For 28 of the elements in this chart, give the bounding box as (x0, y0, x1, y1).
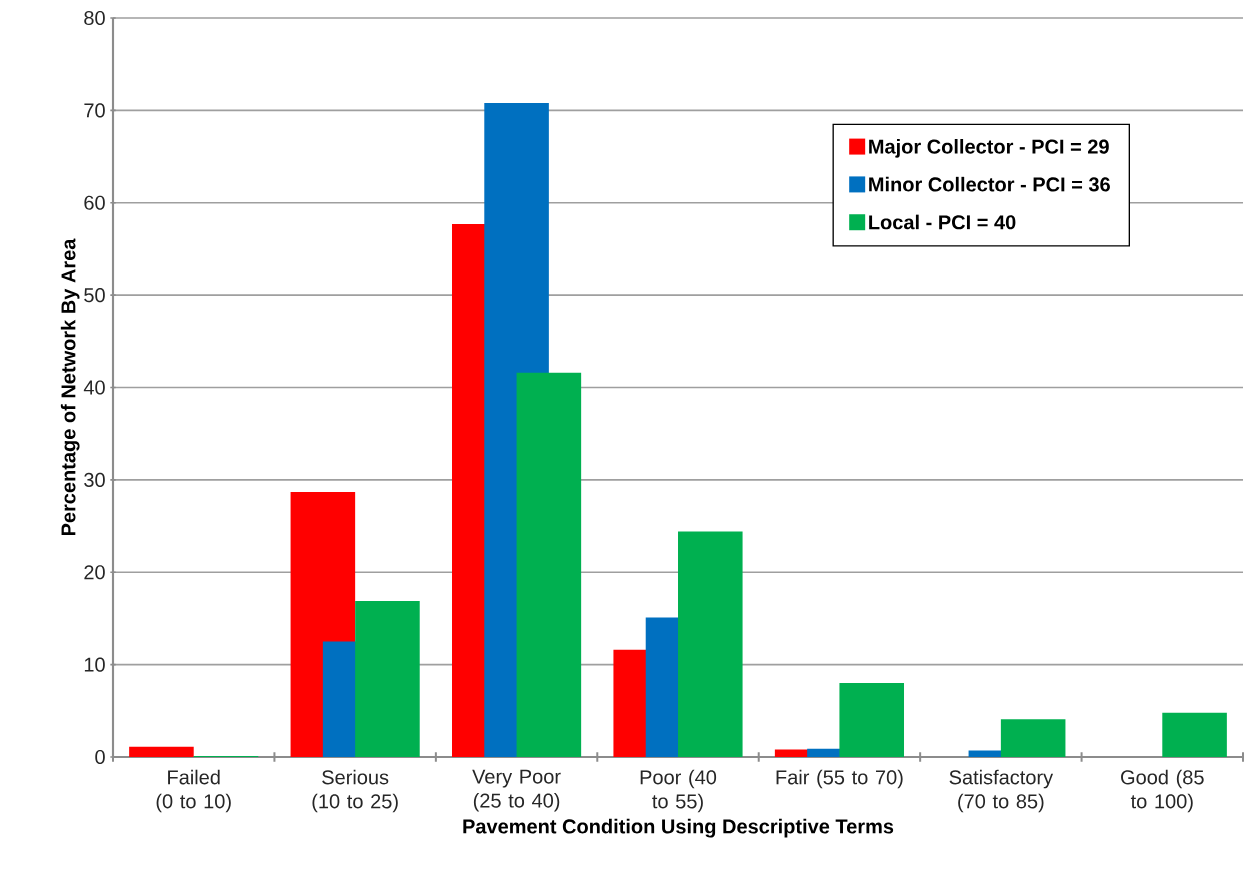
bar (839, 683, 905, 757)
bar (678, 531, 743, 757)
y-tick-label: 60 (84, 195, 105, 210)
legend-label: Minor Collector - PCI = 36 (869, 176, 1110, 192)
x-tick-label: Serious (10 to 25) (312, 769, 398, 813)
bar (355, 600, 420, 757)
y-tick-label: 0 (95, 749, 105, 765)
y-tick-label: 80 (84, 10, 105, 26)
x-tick-label: Very Poor (25 to 40) (472, 769, 561, 812)
y-tick-label: 40 (83, 380, 105, 395)
y-tick-label: 20 (84, 565, 105, 580)
bar (1162, 712, 1227, 757)
bar (129, 746, 194, 757)
y-tick-label: 10 (84, 657, 105, 672)
y-tick-label: 30 (84, 472, 105, 487)
x-axis-title: Pavement Condition Using Descriptive Terms (463, 818, 894, 838)
x-tick-label: Satisfactory (70 to 85) (949, 769, 1054, 813)
y-tick-label: 50 (84, 288, 105, 303)
x-tick-label: Good (85 to 100) (1121, 769, 1204, 813)
bar (1000, 719, 1066, 757)
y-axis-title: Percentage of Network By Area (60, 238, 80, 536)
x-tick-label: Failed (0 to 10) (156, 769, 231, 813)
legend-label: Major Collector - PCI = 29 (869, 139, 1109, 158)
x-tick-label: Fair (55 to 70) (776, 769, 903, 789)
bar (516, 372, 582, 757)
x-tick-label: Poor (40 to 55) (640, 769, 717, 813)
legend-label: Local - PCI = 40 (869, 214, 1016, 230)
y-tick-label: 70 (84, 103, 105, 118)
